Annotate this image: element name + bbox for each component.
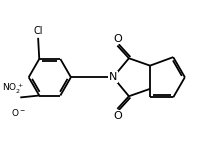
Text: O: O — [113, 34, 122, 44]
Text: $\mathregular{NO_2^+}$: $\mathregular{NO_2^+}$ — [2, 82, 24, 96]
Text: $\mathregular{O^-}$: $\mathregular{O^-}$ — [11, 107, 26, 118]
Text: Cl: Cl — [33, 26, 43, 36]
Text: N: N — [109, 72, 117, 82]
Text: O: O — [113, 111, 122, 121]
